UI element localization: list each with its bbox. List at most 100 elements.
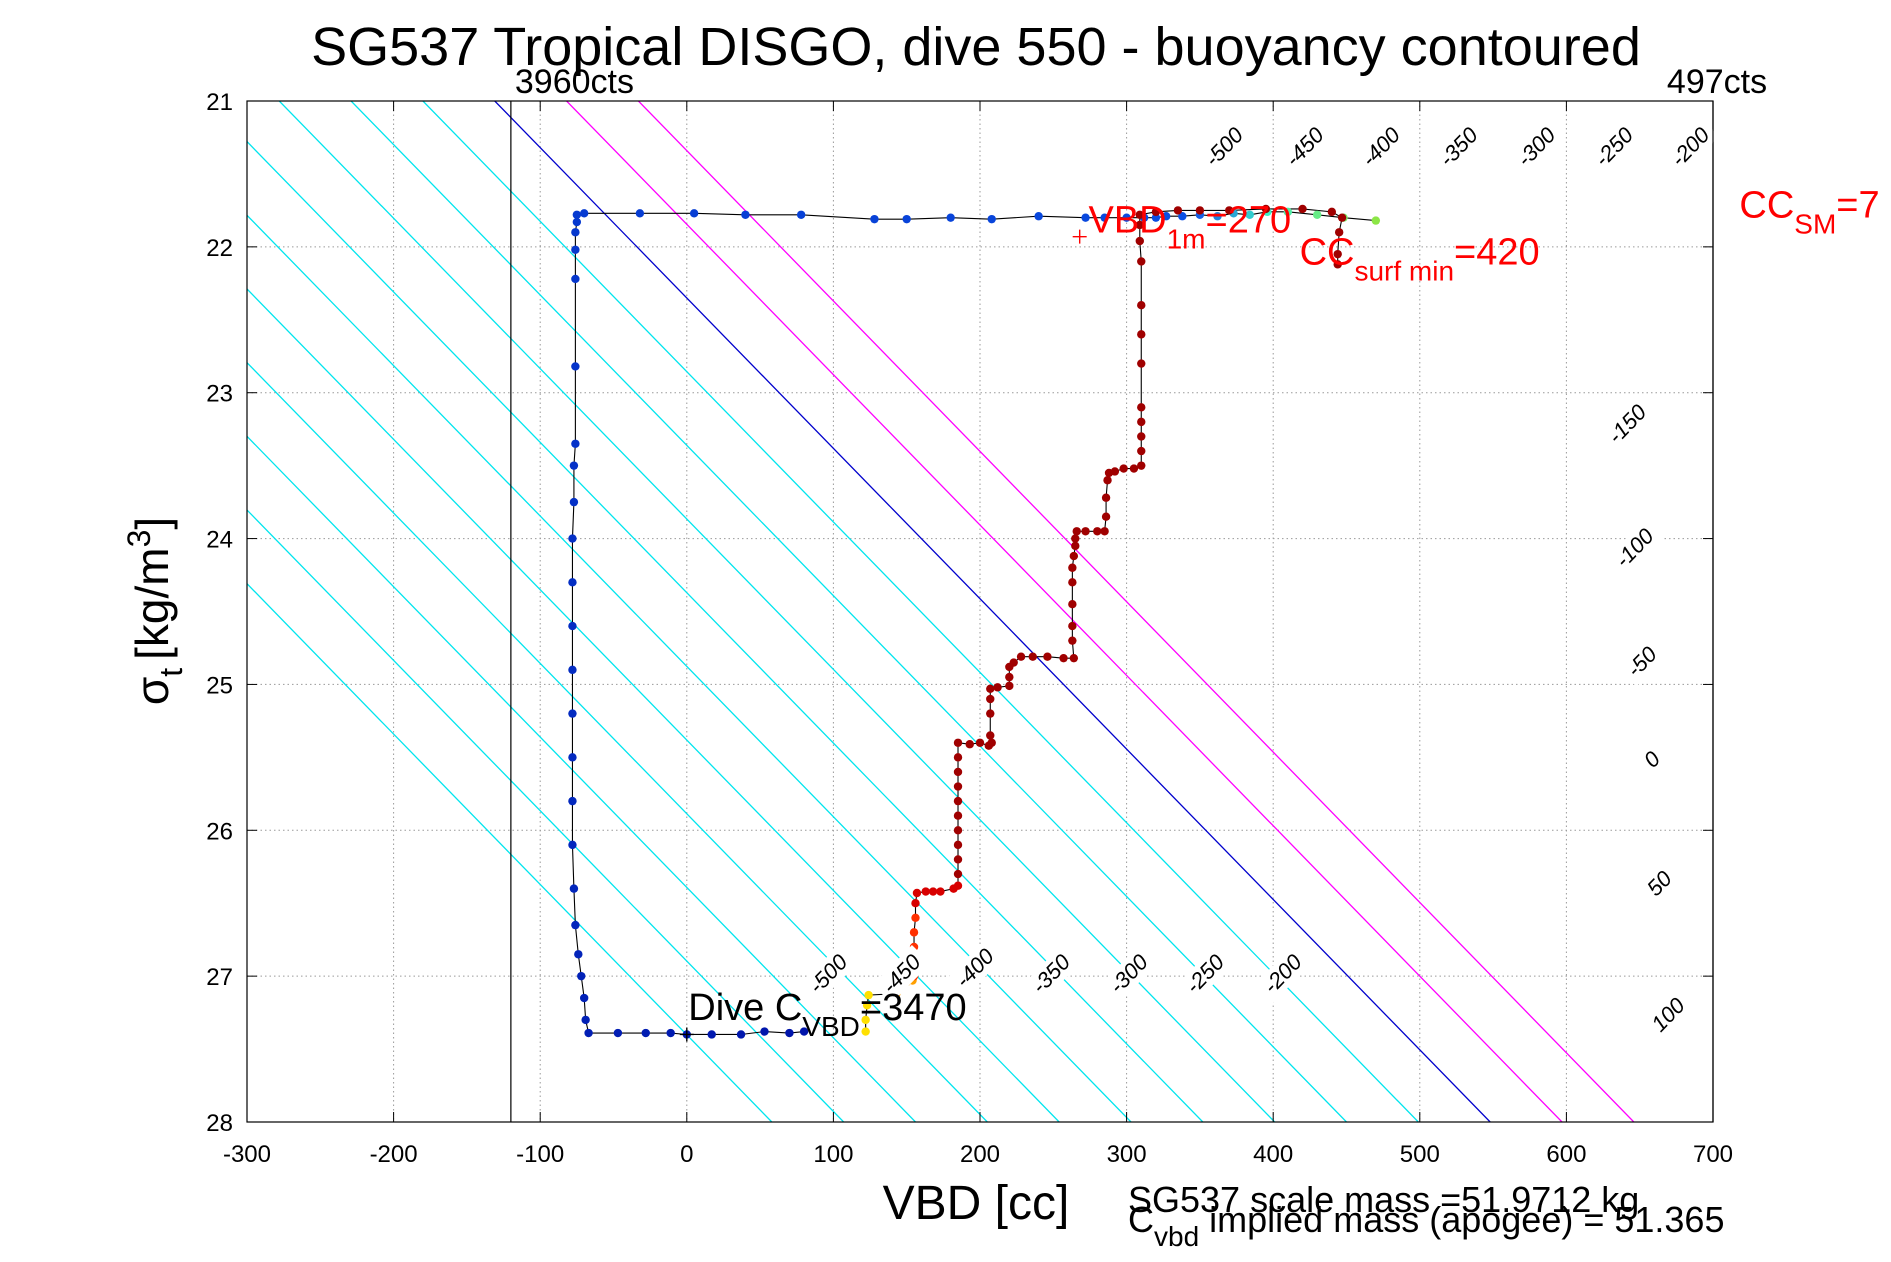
trace-line <box>571 211 1376 1036</box>
annotation-tail: =7 <box>1836 185 1879 227</box>
svg-text:σt[kg/m3]: σt [kg/m3] <box>121 517 189 705</box>
data-point <box>911 899 920 908</box>
contour-line-neg150 <box>278 101 1276 1122</box>
data-point <box>946 213 955 222</box>
data-point <box>569 497 579 507</box>
data-point <box>1137 330 1146 339</box>
data-point <box>864 990 873 1000</box>
annotation-text: CCSM=7 <box>1739 185 1879 240</box>
data-point <box>1337 213 1347 222</box>
x-tick-label: -200 <box>370 1141 418 1168</box>
data-point <box>953 796 963 806</box>
points-layer <box>568 204 1381 1039</box>
contour-line-neg50 <box>422 101 1419 1122</box>
contour-line-100 <box>637 101 1635 1122</box>
vline-layer: 3960cts 497cts <box>510 63 1767 1122</box>
annotation-main: CC <box>1739 185 1794 227</box>
contour-label-bg <box>799 945 858 1004</box>
annotation-tail: =420 <box>1454 231 1540 273</box>
data-point <box>760 1027 769 1036</box>
data-point <box>1100 213 1109 222</box>
data-point <box>1069 653 1079 663</box>
data-point <box>579 993 589 1003</box>
data-point <box>1110 467 1120 476</box>
contour-label-bg <box>1617 637 1667 687</box>
data-point <box>1068 621 1077 631</box>
data-point <box>1151 213 1161 222</box>
y-label-close: ] <box>126 517 178 530</box>
y-tick-label: 21 <box>206 89 233 116</box>
y-tick-label: 24 <box>206 527 233 554</box>
data-point <box>1009 658 1018 667</box>
data-point <box>1213 212 1222 221</box>
data-point <box>870 214 879 224</box>
data-point <box>1137 257 1146 266</box>
x-tick-label: -100 <box>516 1141 564 1168</box>
data-point <box>1137 403 1146 412</box>
x-tick-label: 100 <box>813 1141 853 1168</box>
data-point <box>1005 681 1014 691</box>
data-point <box>1068 578 1077 587</box>
data-point <box>986 709 995 718</box>
y-label-units: [kg/m <box>126 547 178 659</box>
annotation-text: Dive CVBD=3470 <box>688 987 966 1042</box>
data-point <box>584 1028 593 1038</box>
data-point <box>921 887 930 896</box>
data-point <box>1101 493 1111 502</box>
data-point <box>1093 527 1102 536</box>
data-point <box>1005 672 1014 682</box>
data-point <box>1312 210 1322 219</box>
footer-text: SG537 scale mass =51.9712 kg Cvbd implie… <box>1128 1179 1724 1252</box>
annotation-main: VBD <box>1088 199 1166 241</box>
data-point <box>911 913 920 922</box>
count-label: 3960cts <box>515 63 634 101</box>
x-tick-label: 400 <box>1253 1141 1293 1168</box>
data-point <box>953 782 963 791</box>
contour-label-bg <box>1637 744 1668 775</box>
contour-label-bg <box>946 939 1004 998</box>
data-point <box>862 1001 872 1010</box>
data-point <box>1135 210 1144 219</box>
data-point <box>796 210 806 219</box>
contour-label-bg <box>872 945 931 1004</box>
data-point <box>1151 207 1161 217</box>
data-point <box>1072 527 1081 536</box>
data-point <box>579 209 589 218</box>
data-point <box>1122 213 1131 222</box>
annotation-sub: SM <box>1794 209 1836 240</box>
contour-label-bg <box>1275 118 1334 177</box>
contour-line-neg200 <box>247 140 1204 1122</box>
annotation-tail: =270 <box>1206 199 1292 241</box>
data-point <box>861 1027 870 1036</box>
y-tick-label: 26 <box>206 818 233 845</box>
contour-layer <box>247 101 1635 1122</box>
data-point <box>741 210 750 219</box>
data-point <box>785 1028 794 1038</box>
data-point <box>861 1015 870 1025</box>
x-tick-label: 500 <box>1400 1141 1440 1168</box>
data-point <box>571 274 580 284</box>
data-point <box>953 753 963 762</box>
trace-line <box>865 208 1343 1032</box>
data-point <box>1119 464 1128 473</box>
data-point <box>1327 207 1337 217</box>
data-point <box>1371 216 1381 225</box>
data-point <box>986 731 995 740</box>
data-point <box>1178 212 1187 221</box>
data-point <box>1043 652 1052 661</box>
contour-line-neg500 <box>247 582 773 1122</box>
footer-scale-mass: SG537 scale mass =51.9712 kg <box>1128 1179 1639 1220</box>
annotation-sub: 1m <box>1167 223 1206 254</box>
data-point <box>953 881 963 890</box>
data-point <box>568 796 577 806</box>
footer-implied-tail: implied mass (apogee) = 51.365 <box>1199 1199 1724 1240</box>
footer-implied-mass: Cvbd implied mass (apogee) = 51.365 <box>1128 1199 1724 1252</box>
data-point <box>666 1028 675 1038</box>
footer-vbd-sub: vbd <box>1154 1221 1199 1252</box>
annotation-text: VBD1m=270 <box>1088 199 1291 254</box>
data-point <box>953 826 963 835</box>
data-point <box>1069 551 1079 561</box>
data-point <box>986 684 995 694</box>
chart-title: SG537 Tropical DISGO, dive 550 - buoyanc… <box>311 17 1641 77</box>
